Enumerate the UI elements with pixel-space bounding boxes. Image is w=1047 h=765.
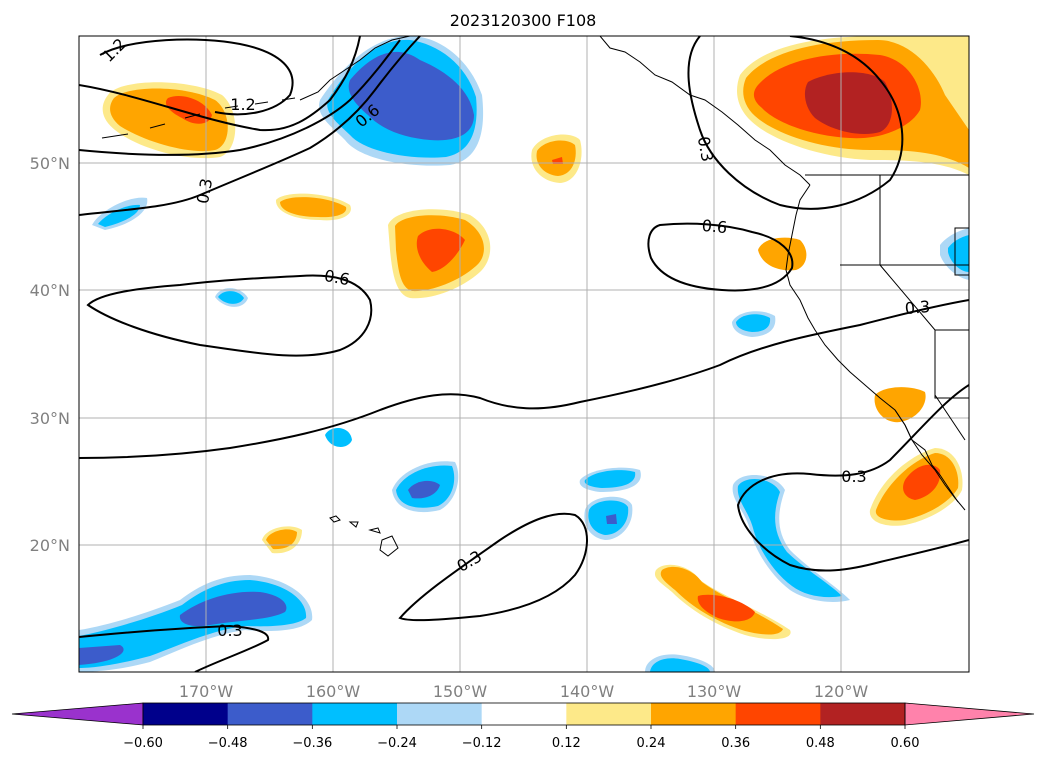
field-negative <box>348 51 474 141</box>
colorbar-extend-min <box>11 702 144 726</box>
lon-tick-label: 170°W <box>179 682 234 701</box>
colorbar-segment <box>735 703 821 725</box>
colorbar-segment <box>397 703 483 725</box>
colorbar-extend-max <box>904 702 1035 726</box>
contour-label: 1.2 <box>230 95 255 114</box>
map-area: 1.2 1.2 0.6 0.6 0.6 0.3 0.3 0.3 0.3 0.3 … <box>79 36 969 672</box>
colorbar-segment <box>143 703 229 725</box>
field-positive <box>697 594 755 622</box>
field-negative <box>650 658 710 672</box>
contour-line <box>687 36 904 210</box>
coastline-aleutians <box>101 97 296 139</box>
field-negative <box>606 514 617 524</box>
colorbar-tick-label: −0.12 <box>462 736 502 751</box>
colorbar-segment <box>566 703 652 725</box>
contour-line <box>79 36 421 216</box>
colorbar-tick-label: −0.24 <box>377 736 417 751</box>
field-positive <box>804 72 892 135</box>
contour-label: 0.3 <box>694 135 717 163</box>
colorbar-frame <box>142 702 906 726</box>
contour-line <box>736 384 969 572</box>
gridlines <box>79 36 969 672</box>
map-title: 2023120300 F108 <box>450 11 597 30</box>
lat-tick-label: 30°N <box>30 409 70 428</box>
lon-tick-label: 120°W <box>814 682 869 701</box>
colorbar-tick-label: 0.60 <box>891 736 920 751</box>
state-borders <box>840 175 969 399</box>
coastline-alaska-panhandle <box>599 36 811 186</box>
colorbar-tick-label: 0.36 <box>721 736 750 751</box>
colorbar-segment <box>312 703 398 725</box>
field-positive <box>280 197 347 218</box>
colorbar-tick-label: 0.12 <box>552 736 581 751</box>
field-positive <box>903 464 941 500</box>
lat-tick-label: 50°N <box>30 154 70 173</box>
coastline-baja <box>894 409 959 503</box>
field-positive <box>874 387 926 423</box>
contour-label: 0.3 <box>217 621 242 640</box>
contour-line <box>86 274 373 357</box>
contour-label: 0.6 <box>323 266 351 289</box>
coastline-alaska <box>299 36 411 101</box>
field-positive <box>416 228 465 272</box>
field-positive <box>758 237 807 271</box>
colorbar-segment <box>820 703 906 725</box>
colorbar-segment <box>481 703 567 725</box>
colorbar-tick-label: −0.60 <box>123 736 163 751</box>
field-negative <box>948 235 969 272</box>
field-positive <box>536 140 576 176</box>
field-negative <box>408 480 440 499</box>
field-negative <box>79 645 124 665</box>
colorbar-tick-label: 0.48 <box>806 736 835 751</box>
contour-line <box>79 299 969 459</box>
field-positive <box>266 529 297 550</box>
contour-label: 0.3 <box>841 467 866 486</box>
field-negative <box>737 479 842 598</box>
colorbar: −0.60 −0.48 −0.36 −0.24 −0.12 0.12 0.24 0.36 0.4… <box>11 702 1035 751</box>
contour-line <box>398 512 588 622</box>
axis-labels: 170°W 160°W 150°W 140°W 130°W 120°W 50°N… <box>30 154 869 701</box>
coastlines <box>101 36 969 557</box>
field-negative <box>584 470 636 488</box>
contour-line <box>647 222 794 292</box>
colorbar-segment <box>227 703 313 725</box>
colorbar-tick-label: −0.48 <box>208 736 248 751</box>
lat-tick-label: 20°N <box>30 536 70 555</box>
lat-tick-label: 40°N <box>30 281 70 300</box>
contour-label: 0.3 <box>904 297 931 318</box>
contour-label: 0.3 <box>193 177 216 205</box>
lon-tick-label: 140°W <box>560 682 615 701</box>
contour-line <box>79 36 361 132</box>
colorbar-tick-label: −0.36 <box>292 736 332 751</box>
shaded-fields <box>79 36 969 672</box>
map-frame <box>78 35 970 673</box>
field-negative <box>736 314 771 332</box>
lon-tick-label: 150°W <box>433 682 488 701</box>
field-positive <box>552 157 563 164</box>
contour-label: 0.6 <box>701 216 728 237</box>
coastline-hawaii <box>329 515 399 557</box>
field-negative <box>325 428 352 447</box>
contours <box>79 36 969 672</box>
lon-tick-label: 130°W <box>687 682 742 701</box>
coastline-mexico <box>934 394 966 441</box>
contour-line <box>79 39 401 156</box>
contour-line <box>79 624 270 672</box>
field-negative <box>218 291 244 304</box>
coastline-west-coast <box>785 184 966 511</box>
lon-tick-label: 160°W <box>306 682 361 701</box>
contour-line <box>99 38 294 116</box>
colorbar-tick-label: 0.24 <box>637 736 666 751</box>
colorbar-segment <box>651 703 737 725</box>
